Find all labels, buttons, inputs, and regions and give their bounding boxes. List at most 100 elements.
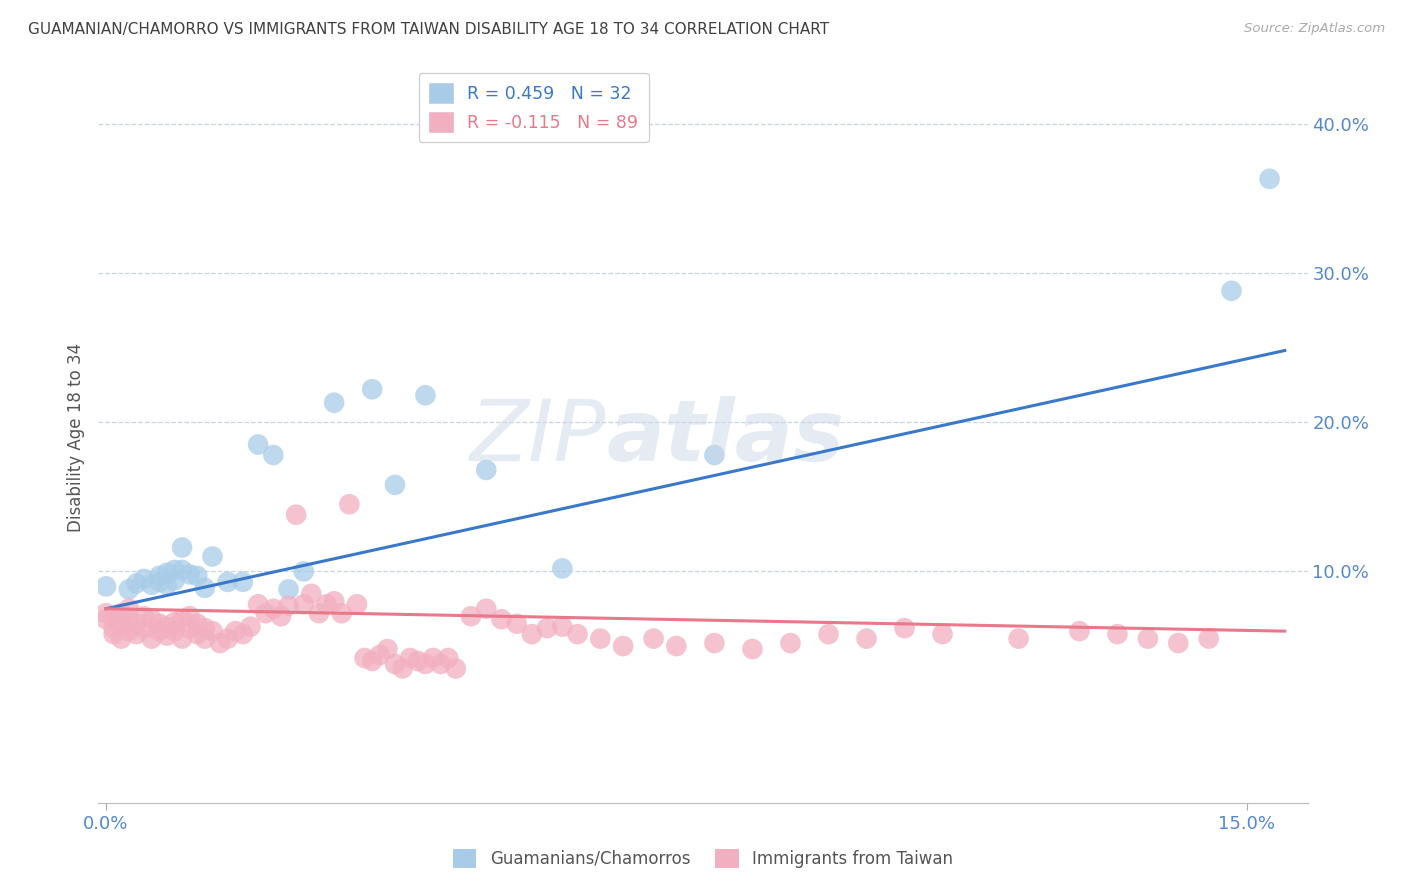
Text: ZIP: ZIP bbox=[470, 395, 606, 479]
Point bbox=[346, 597, 368, 611]
Point bbox=[368, 648, 391, 662]
Point bbox=[1258, 171, 1281, 186]
Point bbox=[156, 629, 179, 643]
Text: atlas: atlas bbox=[606, 395, 845, 479]
Point bbox=[475, 463, 498, 477]
Point bbox=[186, 616, 208, 631]
Point bbox=[194, 621, 217, 635]
Point bbox=[277, 599, 299, 613]
Point bbox=[475, 601, 498, 615]
Point bbox=[384, 657, 406, 671]
Legend: Guamanians/Chamorros, Immigrants from Taiwan: Guamanians/Chamorros, Immigrants from Ta… bbox=[447, 842, 959, 875]
Point bbox=[1007, 632, 1029, 646]
Point bbox=[377, 642, 399, 657]
Point bbox=[779, 636, 801, 650]
Point bbox=[125, 616, 148, 631]
Point bbox=[384, 478, 406, 492]
Point bbox=[110, 616, 132, 631]
Point bbox=[415, 657, 437, 671]
Point bbox=[132, 621, 155, 635]
Point bbox=[1069, 624, 1091, 639]
Point bbox=[232, 574, 254, 589]
Point bbox=[156, 566, 179, 580]
Point bbox=[323, 594, 346, 608]
Point bbox=[1167, 636, 1189, 650]
Point bbox=[163, 615, 186, 630]
Point bbox=[299, 587, 322, 601]
Y-axis label: Disability Age 18 to 34: Disability Age 18 to 34 bbox=[66, 343, 84, 532]
Point bbox=[156, 578, 179, 592]
Point bbox=[931, 627, 953, 641]
Point bbox=[353, 651, 375, 665]
Point bbox=[239, 620, 262, 634]
Point bbox=[224, 624, 246, 639]
Point bbox=[217, 632, 239, 646]
Point bbox=[94, 612, 117, 626]
Point bbox=[148, 574, 170, 589]
Point bbox=[148, 624, 170, 639]
Point bbox=[277, 582, 299, 597]
Point bbox=[429, 657, 451, 671]
Point bbox=[292, 565, 315, 579]
Point bbox=[163, 563, 186, 577]
Point bbox=[254, 606, 277, 620]
Point bbox=[194, 632, 217, 646]
Point bbox=[110, 632, 132, 646]
Point bbox=[741, 642, 763, 657]
Point bbox=[110, 606, 132, 620]
Point bbox=[536, 621, 558, 635]
Point bbox=[491, 612, 513, 626]
Point bbox=[460, 609, 482, 624]
Point bbox=[285, 508, 308, 522]
Point bbox=[103, 609, 125, 624]
Point bbox=[179, 621, 201, 635]
Point bbox=[589, 632, 612, 646]
Point bbox=[148, 569, 170, 583]
Legend: R = 0.459   N = 32, R = -0.115   N = 89: R = 0.459 N = 32, R = -0.115 N = 89 bbox=[419, 73, 648, 143]
Point bbox=[141, 632, 163, 646]
Point bbox=[170, 612, 193, 626]
Point bbox=[118, 612, 141, 626]
Point bbox=[170, 541, 193, 555]
Point bbox=[217, 574, 239, 589]
Point bbox=[148, 616, 170, 631]
Point bbox=[247, 437, 270, 451]
Point bbox=[567, 627, 589, 641]
Point bbox=[118, 582, 141, 597]
Point bbox=[893, 621, 915, 635]
Point bbox=[1107, 627, 1129, 641]
Point bbox=[399, 651, 422, 665]
Point bbox=[330, 606, 353, 620]
Point bbox=[201, 549, 224, 564]
Point bbox=[551, 620, 574, 634]
Point bbox=[209, 636, 232, 650]
Point bbox=[703, 636, 725, 650]
Point bbox=[308, 606, 330, 620]
Point bbox=[361, 382, 384, 396]
Point bbox=[665, 639, 688, 653]
Point bbox=[1136, 632, 1159, 646]
Point bbox=[1220, 284, 1243, 298]
Point bbox=[415, 388, 437, 402]
Point bbox=[125, 627, 148, 641]
Point bbox=[186, 627, 208, 641]
Point bbox=[391, 661, 413, 675]
Point bbox=[103, 627, 125, 641]
Point bbox=[406, 654, 429, 668]
Point bbox=[262, 601, 284, 615]
Point bbox=[520, 627, 543, 641]
Point bbox=[103, 621, 125, 635]
Point bbox=[612, 639, 634, 653]
Text: Source: ZipAtlas.com: Source: ZipAtlas.com bbox=[1244, 22, 1385, 36]
Point bbox=[118, 601, 141, 615]
Point bbox=[437, 651, 460, 665]
Point bbox=[125, 576, 148, 591]
Point bbox=[163, 574, 186, 588]
Point bbox=[247, 597, 270, 611]
Point bbox=[186, 569, 208, 583]
Point bbox=[179, 609, 201, 624]
Point bbox=[361, 654, 384, 668]
Point bbox=[232, 627, 254, 641]
Point bbox=[1198, 632, 1220, 646]
Point bbox=[292, 597, 315, 611]
